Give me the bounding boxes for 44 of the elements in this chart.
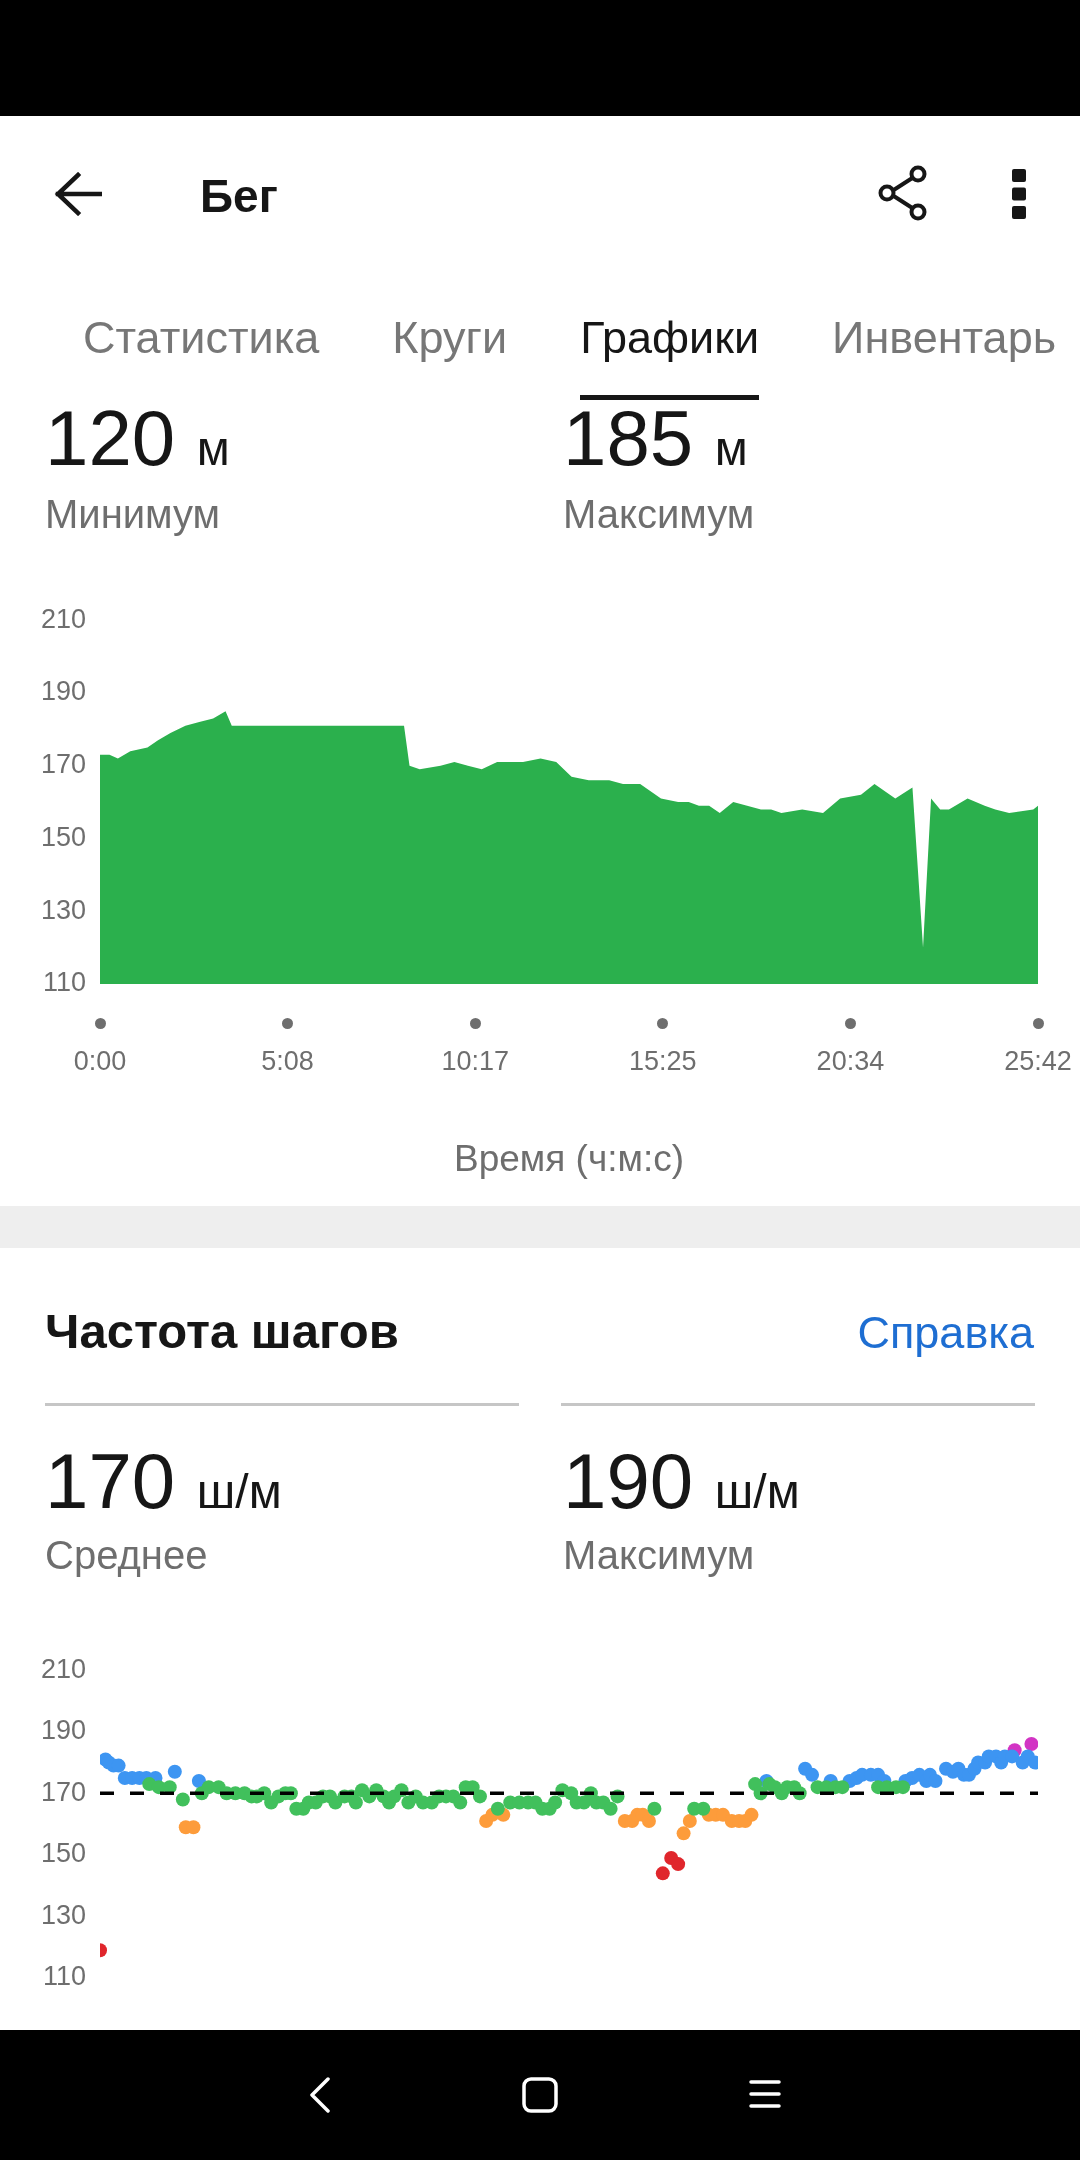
x-tick-label: 0:00 — [73, 1045, 127, 1076]
y-tick-label: 190 — [40, 676, 86, 707]
text: Статистика — [83, 312, 320, 363]
point — [671, 1857, 686, 1872]
text: 170 ш/м — [45, 1437, 282, 1527]
text: Среднее — [45, 1533, 208, 1577]
y-tick-label: 130 — [40, 894, 86, 925]
y-tick-label: 170 — [40, 1776, 86, 1807]
text: Справка — [857, 1307, 1034, 1358]
y-tick-label: 110 — [42, 1961, 86, 1992]
text: 190 ш/м — [563, 1437, 800, 1527]
point — [744, 1807, 759, 1822]
y-tick-label: 130 — [40, 1899, 86, 1930]
text: Максимум — [563, 492, 755, 536]
point — [1024, 1737, 1038, 1752]
point — [676, 1826, 691, 1841]
y-tick-label: 110 — [42, 967, 86, 998]
point — [641, 1814, 656, 1829]
text: Круги — [392, 312, 508, 363]
y-tick-label: 190 — [40, 1715, 86, 1746]
text: 185 м — [563, 394, 748, 484]
point — [682, 1814, 697, 1829]
text: 120 м — [45, 394, 230, 484]
point — [655, 1866, 670, 1881]
y-tick-label: 210 — [40, 1653, 86, 1684]
point — [805, 1767, 820, 1782]
x-tick-label: 5:08 — [261, 1045, 314, 1076]
y-tick-label: 150 — [40, 1838, 86, 1869]
point — [167, 1764, 182, 1779]
text: Инвентарь — [832, 312, 1057, 363]
x-tick-label: 15:25 — [629, 1045, 697, 1076]
y-tick-label: 170 — [40, 749, 86, 780]
text: Минимум — [45, 492, 221, 536]
x-tick-label: 25:42 — [1004, 1045, 1072, 1076]
y-tick-label: 150 — [40, 821, 86, 852]
y-tick-label: 210 — [40, 603, 86, 634]
x-tick-label: 10:17 — [441, 1045, 509, 1076]
text: Графики — [580, 312, 760, 363]
text: Максимум — [563, 1533, 755, 1577]
x-axis-title: Время (ч:м:с) — [453, 1138, 685, 1179]
x-tick-label: 20:34 — [816, 1045, 885, 1076]
chart-title: Частота шагов — [45, 1304, 399, 1358]
text: Бег — [200, 170, 278, 222]
point — [928, 1774, 943, 1789]
